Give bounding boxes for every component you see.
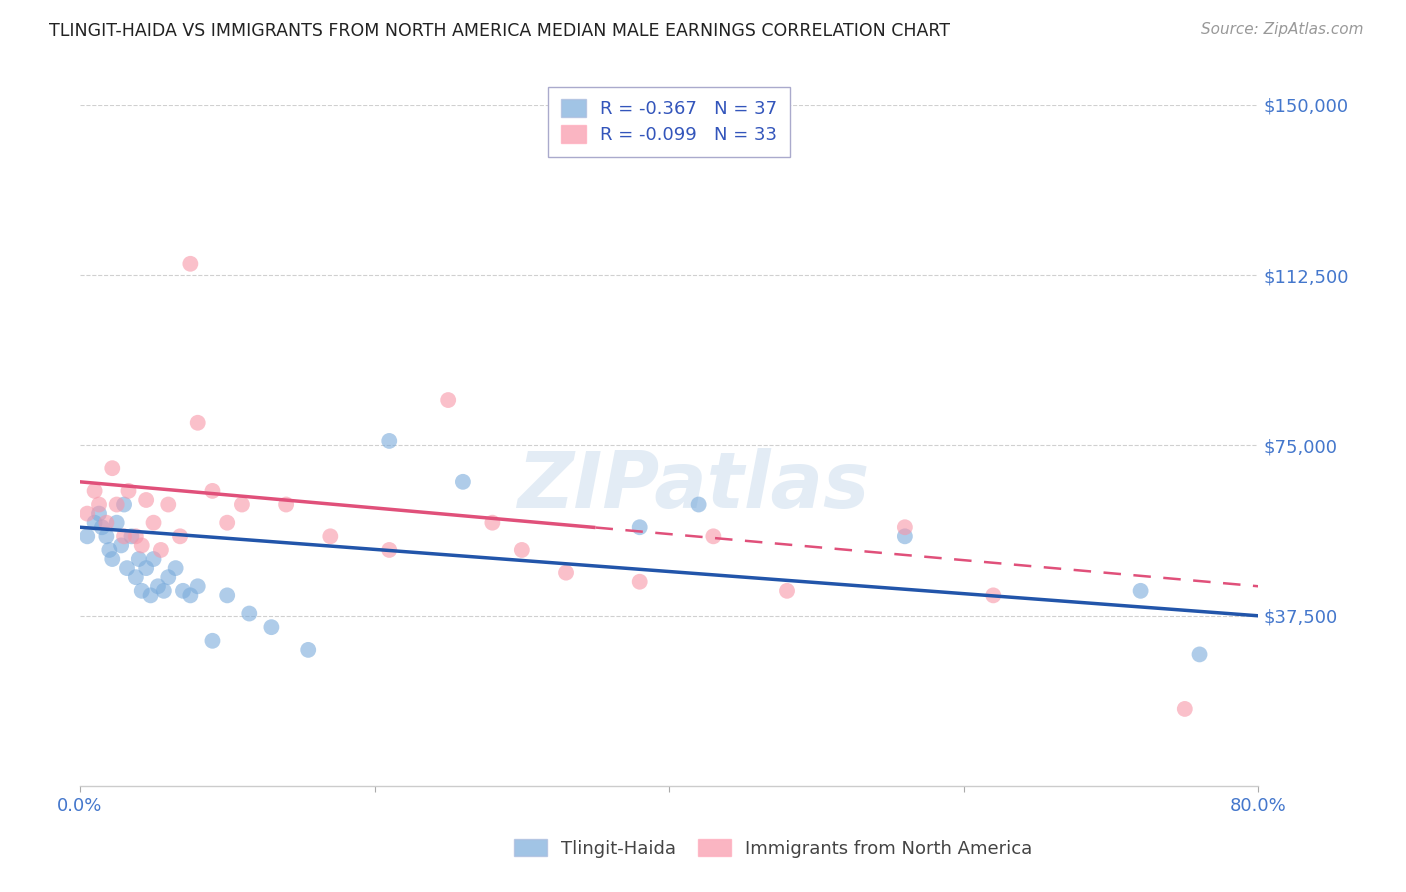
Point xyxy=(105,498,128,512)
Point xyxy=(115,561,138,575)
Point xyxy=(172,583,194,598)
Point xyxy=(437,392,460,407)
Point xyxy=(135,493,157,508)
Point xyxy=(157,498,180,512)
Point xyxy=(274,498,297,512)
Point xyxy=(510,543,533,558)
Point xyxy=(187,579,209,593)
Point xyxy=(179,588,201,602)
Point xyxy=(128,552,150,566)
Point xyxy=(98,543,121,558)
Point xyxy=(894,529,917,543)
Point xyxy=(153,583,176,598)
Point xyxy=(169,529,191,543)
Point xyxy=(776,583,799,598)
Point xyxy=(146,579,169,593)
Point xyxy=(688,498,710,512)
Point xyxy=(481,516,503,530)
Point xyxy=(187,416,209,430)
Point xyxy=(76,507,98,521)
Point xyxy=(297,643,319,657)
Point xyxy=(91,520,114,534)
Legend: Tlingit-Haida, Immigrants from North America: Tlingit-Haida, Immigrants from North Ame… xyxy=(505,830,1042,867)
Point xyxy=(131,583,153,598)
Point xyxy=(1188,648,1211,662)
Point xyxy=(112,498,135,512)
Point xyxy=(1174,702,1197,716)
Point xyxy=(87,498,110,512)
Point xyxy=(105,516,128,530)
Point xyxy=(217,588,239,602)
Point xyxy=(101,461,124,475)
Point xyxy=(378,434,401,448)
Point xyxy=(1129,583,1152,598)
Point xyxy=(319,529,342,543)
Text: TLINGIT-HAIDA VS IMMIGRANTS FROM NORTH AMERICA MEDIAN MALE EARNINGS CORRELATION : TLINGIT-HAIDA VS IMMIGRANTS FROM NORTH A… xyxy=(49,22,950,40)
Point xyxy=(101,552,124,566)
Point xyxy=(231,498,253,512)
Text: Source: ZipAtlas.com: Source: ZipAtlas.com xyxy=(1201,22,1364,37)
Point xyxy=(157,570,180,584)
Point xyxy=(96,516,118,530)
Point xyxy=(555,566,578,580)
Point xyxy=(117,483,139,498)
Point xyxy=(139,588,162,602)
Point xyxy=(125,570,148,584)
Point xyxy=(165,561,187,575)
Point xyxy=(96,529,118,543)
Text: ZIPatlas: ZIPatlas xyxy=(516,449,869,524)
Point xyxy=(142,516,165,530)
Point xyxy=(217,516,239,530)
Point xyxy=(378,543,401,558)
Point xyxy=(628,574,651,589)
Point xyxy=(135,561,157,575)
Point xyxy=(76,529,98,543)
Point xyxy=(110,538,132,552)
Point xyxy=(83,483,105,498)
Point xyxy=(260,620,283,634)
Point xyxy=(238,607,260,621)
Point xyxy=(131,538,153,552)
Point xyxy=(201,633,224,648)
Point xyxy=(628,520,651,534)
Point xyxy=(894,520,917,534)
Legend: R = -0.367   N = 37, R = -0.099   N = 33: R = -0.367 N = 37, R = -0.099 N = 33 xyxy=(548,87,790,157)
Point xyxy=(981,588,1004,602)
Point xyxy=(149,543,172,558)
Point xyxy=(201,483,224,498)
Point xyxy=(83,516,105,530)
Point xyxy=(179,257,201,271)
Point xyxy=(451,475,474,489)
Point xyxy=(125,529,148,543)
Point xyxy=(702,529,724,543)
Point xyxy=(112,529,135,543)
Point xyxy=(87,507,110,521)
Point xyxy=(120,529,142,543)
Point xyxy=(142,552,165,566)
